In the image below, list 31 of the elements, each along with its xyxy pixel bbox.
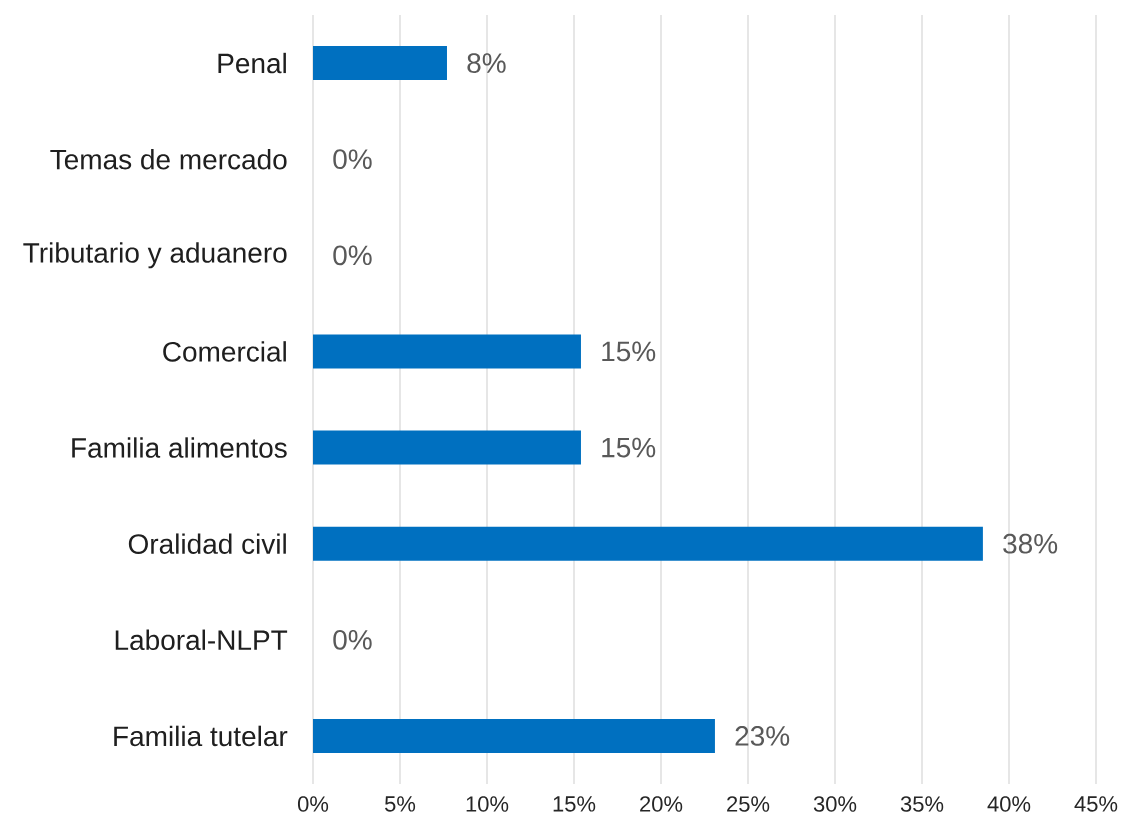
x-tick-label: 20% bbox=[640, 796, 683, 812]
x-tick-label: 40% bbox=[987, 796, 1031, 812]
y-tick-label: Tributario y aduanero bbox=[23, 242, 287, 269]
data-label: 15% bbox=[602, 437, 656, 458]
bar bbox=[313, 430, 581, 465]
bar bbox=[313, 526, 983, 561]
y-tick-label: Comercial bbox=[163, 341, 286, 362]
x-tick-label: 15% bbox=[553, 796, 596, 812]
data-label: 15% bbox=[602, 341, 656, 362]
bar bbox=[313, 46, 447, 81]
y-tick-label: Temas de mercado bbox=[50, 148, 287, 170]
y-tick-label: Familia tutelar bbox=[114, 725, 288, 747]
data-label: 0% bbox=[333, 245, 372, 266]
data-label: 38% bbox=[1003, 533, 1058, 554]
data-label: 8% bbox=[467, 53, 506, 73]
x-tick-label: 0% bbox=[297, 796, 329, 812]
bar bbox=[313, 718, 715, 753]
data-label: 0% bbox=[333, 149, 372, 170]
x-tick-label: 5% bbox=[384, 796, 416, 812]
y-tick-label: Familia alimentos bbox=[72, 437, 287, 458]
x-tick-label: 25% bbox=[727, 796, 770, 812]
x-tick-label: 45% bbox=[1074, 796, 1118, 812]
y-tick-label: Laboral-NLPT bbox=[115, 629, 288, 651]
x-tick-label: 30% bbox=[813, 796, 857, 812]
data-label: 0% bbox=[333, 629, 372, 650]
x-tick-label: 10% bbox=[466, 796, 509, 812]
y-tick-label: Oralidad civil bbox=[128, 533, 286, 554]
x-tick-label: 35% bbox=[900, 796, 944, 812]
data-label: 23% bbox=[735, 726, 790, 746]
y-tick-label: Penal bbox=[218, 52, 286, 74]
bar bbox=[313, 334, 581, 369]
